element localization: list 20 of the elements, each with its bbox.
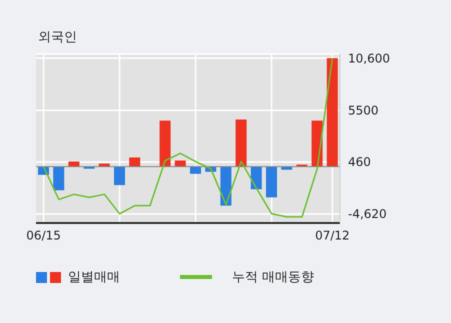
chart-title: 외국인 [38,29,77,46]
bar [174,160,186,167]
y-tick-label: 10,600 [348,51,390,66]
bar [53,166,64,190]
bar [250,166,262,190]
legend-label: 일별매매 [68,269,120,286]
y-tick-label: 460 [348,155,371,170]
bar [114,166,125,186]
bar [266,166,277,198]
bar [190,166,201,174]
bar [160,120,171,167]
bar [326,58,338,167]
x-tick-label: 07/12 [315,228,350,243]
line-series [42,57,334,218]
y-tick-label: 5500 [348,104,379,118]
x-tick-label: 06/15 [26,228,61,243]
bar [129,157,140,167]
bar [236,120,247,167]
y-tick-label: -4,620 [348,207,387,222]
legend-label: 누적 매매동향 [232,269,314,286]
